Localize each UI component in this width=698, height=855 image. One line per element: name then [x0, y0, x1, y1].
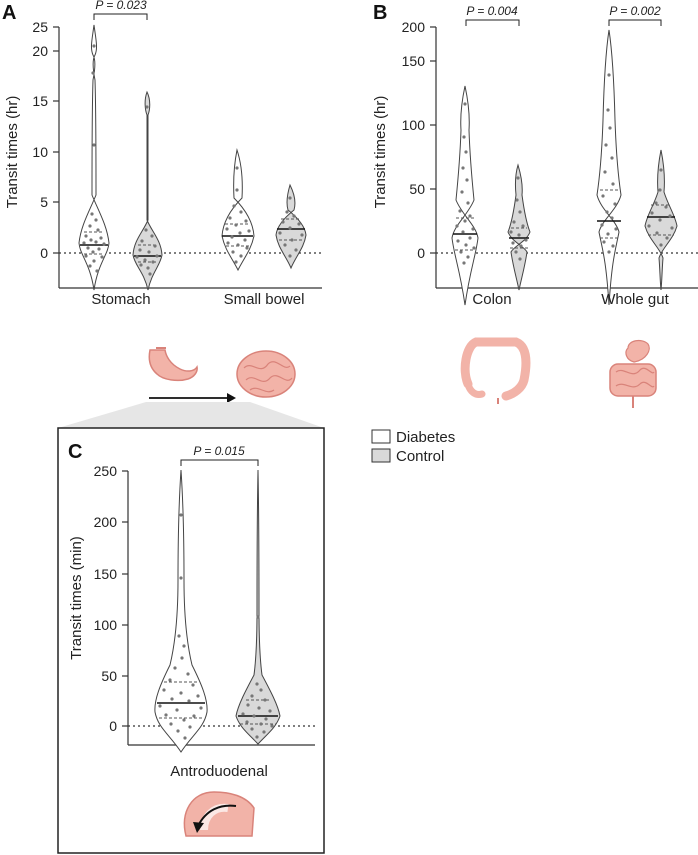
panel-letter-b: B — [373, 2, 387, 24]
panel-a-pvalue-bracket: P = 0.023 — [93, 0, 148, 20]
panel-a-category-label: Stomach — [91, 291, 150, 308]
panel-a: A Transit times (hr) 0 5 10 15 20 25 — [2, 0, 324, 428]
stomach-icon — [148, 347, 198, 382]
panel-a-tick-label: 15 — [32, 93, 48, 109]
bracket-line — [93, 13, 148, 20]
data-points — [158, 513, 203, 740]
legend: Diabetes Control — [371, 429, 455, 465]
data-points — [225, 166, 251, 264]
panel-a-tick-label: 20 — [32, 43, 48, 59]
legend-swatch — [371, 429, 391, 444]
data-points — [647, 168, 674, 247]
panel-a-category-label: Small bowel — [224, 291, 305, 308]
violin-shape — [132, 90, 163, 291]
panel-c-ticks: 0 50 100 150 200 250 — [94, 463, 128, 734]
data-points — [135, 105, 159, 276]
panel-a-ticks: 0 5 10 15 20 25 — [32, 19, 59, 261]
panel-a-violin-small-bowel-diabetes — [221, 148, 255, 272]
panel-b-category-label: Whole gut — [601, 291, 669, 308]
panel-c-tick-label: 50 — [101, 668, 117, 684]
panel-c-pvalue-bracket: P = 0.015 — [180, 444, 259, 466]
whole-gut-icon — [609, 339, 657, 408]
panel-a-tick-label: 10 — [32, 144, 48, 160]
colon-icon — [460, 337, 531, 404]
legend-label: Control — [396, 448, 444, 465]
panel-b-pvalue-bracket-colon: P = 0.004 — [465, 4, 520, 26]
legend-label: Diabetes — [396, 429, 455, 446]
pvalue-label: P = 0.023 — [95, 0, 147, 12]
panel-b-tick-label: 200 — [402, 19, 426, 35]
panel-c-tick-label: 100 — [94, 617, 118, 633]
panel-c-frame — [57, 427, 325, 854]
panel-c-tick-label: 250 — [94, 463, 118, 479]
panel-letter-a: A — [2, 2, 16, 24]
panel-c-y-axis-title: Transit times (min) — [68, 536, 85, 660]
pvalue-label: P = 0.015 — [193, 444, 245, 458]
panel-b-ticks: 0 50 100 150 200 — [402, 19, 436, 261]
bracket-line — [608, 19, 662, 26]
data-points — [82, 44, 106, 273]
pvalue-label: P = 0.004 — [466, 4, 518, 18]
legend-item-diabetes: Diabetes — [371, 429, 455, 446]
pvalue-label: P = 0.002 — [609, 4, 661, 18]
panel-a-violin-stomach-control — [132, 90, 163, 291]
zoom-wedge — [58, 402, 324, 428]
panel-a-violin-small-bowel-control — [275, 183, 307, 270]
panel-b-tick-label: 0 — [417, 245, 425, 261]
panel-b-tick-label: 150 — [402, 53, 426, 69]
panel-b-violin-whole-gut-diabetes — [596, 29, 622, 306]
bracket-line — [465, 19, 520, 26]
panel-b-violin-whole-gut-control — [644, 149, 678, 291]
bracket-line — [180, 459, 259, 466]
small-bowel-icon — [236, 350, 296, 398]
panel-c-tick-label: 200 — [94, 514, 118, 530]
panel-b-tick-label: 50 — [409, 181, 425, 197]
panel-a-tick-label: 5 — [40, 194, 48, 210]
panel-b-violin-colon-control — [507, 163, 531, 291]
data-points — [278, 196, 304, 258]
data-points — [600, 73, 618, 254]
panel-a-tick-label: 0 — [40, 245, 48, 261]
panel-c-violin-antroduodenal-diabetes — [154, 469, 208, 753]
panel-b-tick-label: 100 — [402, 117, 426, 133]
panel-a-violin-stomach-diabetes — [78, 24, 110, 291]
panel-c-violin-antroduodenal-control — [235, 469, 281, 745]
panel-b-y-axis-title: Transit times (hr) — [372, 96, 389, 209]
panel-c-tick-label: 0 — [109, 718, 117, 734]
violin-shape — [235, 469, 281, 745]
panel-letter-c: C — [68, 441, 82, 463]
violin-shape — [596, 29, 622, 306]
violin-shape — [275, 183, 307, 270]
legend-swatch — [371, 448, 391, 463]
panel-c-category-label: Antroduodenal — [170, 763, 268, 780]
violin-shape — [78, 24, 110, 291]
data-points — [455, 102, 476, 265]
legend-item-control: Control — [371, 448, 444, 465]
panel-a-tick-label: 25 — [32, 19, 48, 35]
violin-shape — [451, 85, 479, 306]
antroduodenal-icon — [183, 791, 255, 837]
panel-a-y-axis-title: Transit times (hr) — [4, 96, 21, 209]
panel-c: C Transit times (min) 0 50 100 150 200 2… — [57, 427, 325, 854]
panel-b-pvalue-bracket-whole-gut: P = 0.002 — [608, 4, 662, 26]
panel-b-violin-colon-diabetes — [451, 85, 479, 306]
panel-c-tick-label: 150 — [94, 566, 118, 582]
data-points — [241, 615, 274, 739]
data-points — [509, 176, 528, 261]
panel-b: B Transit times (hr) 0 50 100 150 200 — [372, 2, 698, 408]
arrow-icon — [149, 393, 236, 403]
panel-b-category-label: Colon — [472, 291, 511, 308]
